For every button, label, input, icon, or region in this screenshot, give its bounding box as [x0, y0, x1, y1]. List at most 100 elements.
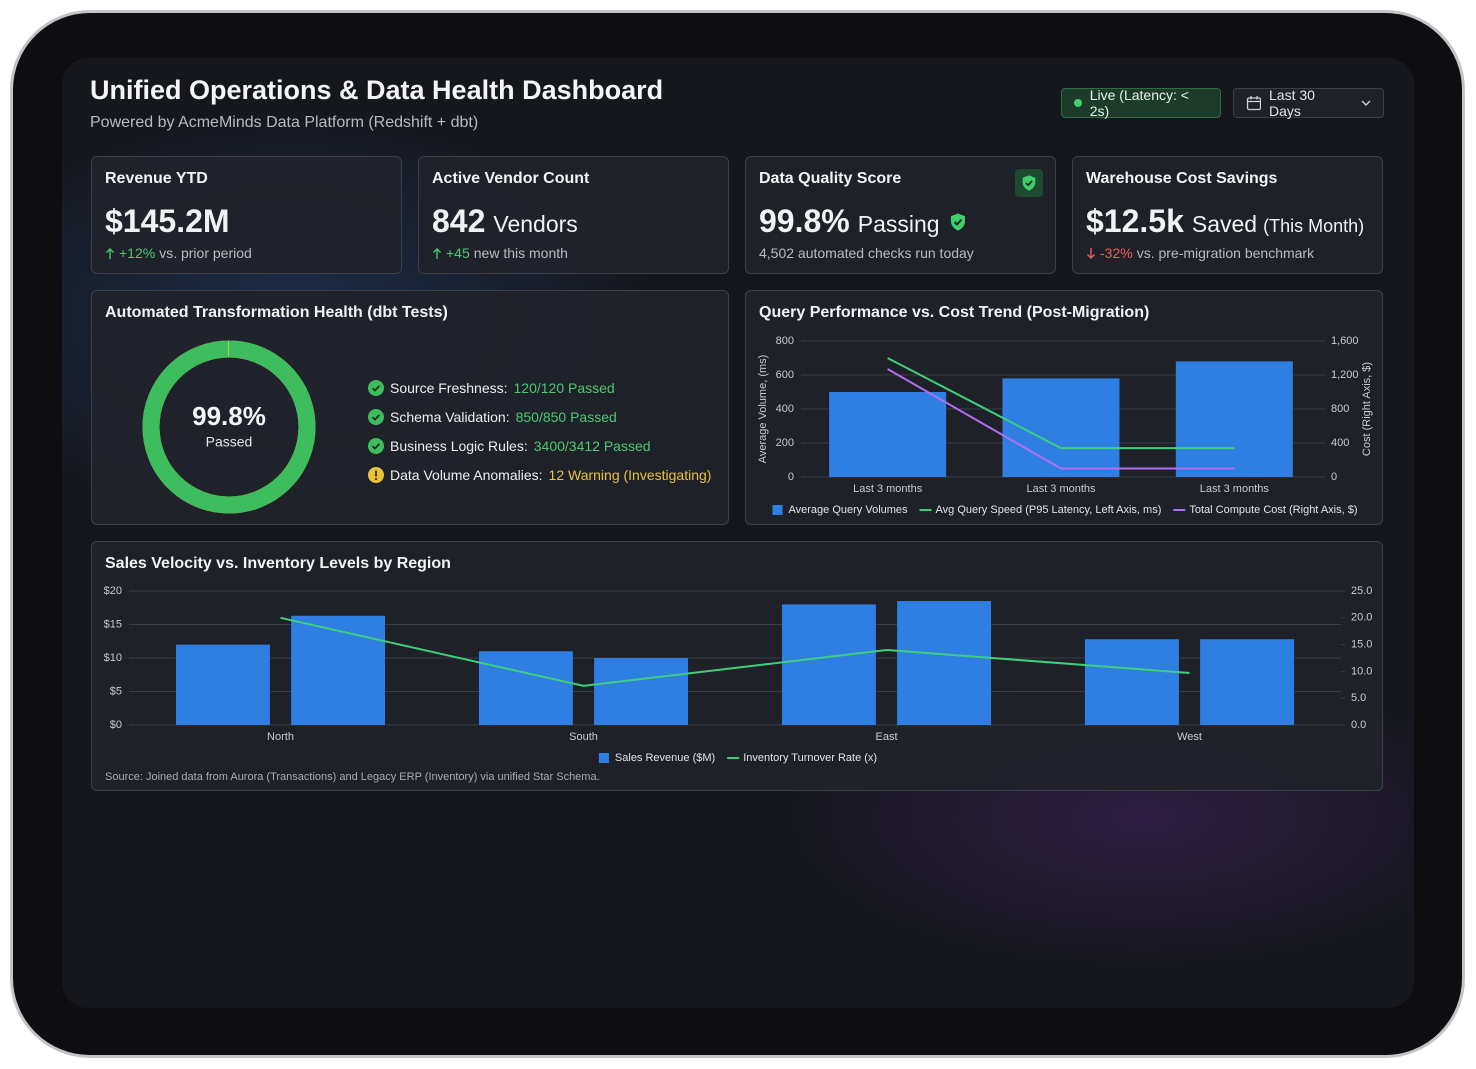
trend-arrow — [433, 247, 441, 259]
verified-badge — [950, 213, 965, 230]
exclaim-dot — [374, 477, 378, 480]
kpi-detail: +45 new this month — [432, 245, 568, 261]
arrow-shape — [1087, 247, 1095, 259]
panel-title: Query Performance vs. Cost Trend (Post-M… — [759, 304, 1150, 321]
legend-label: Average Query Volumes — [789, 504, 909, 516]
check-shape — [1025, 180, 1033, 187]
y2-tick-label: 0 — [1331, 471, 1337, 483]
kpi-card: Data Quality Score 99.8% Passing 4,502 auto… — [745, 156, 1056, 274]
status-circle — [368, 379, 384, 396]
verified-icon — [1015, 169, 1043, 197]
kpi-card: Revenue YTD $145.2M +12% vs. prior period — [91, 156, 402, 274]
trend-arrow — [1087, 247, 1095, 259]
check-shape — [371, 413, 381, 421]
x-tick-label: Last 3 months — [1200, 483, 1270, 495]
y2-tick-label: 15.0 — [1351, 639, 1372, 651]
kpi-title: Data Quality Score — [759, 170, 902, 187]
check-item: Data Volume Anomalies: 12 Warning (Invest… — [368, 460, 711, 489]
check-result: 12 Warning (Investigating) — [548, 466, 712, 483]
y-tick-label: $5 — [110, 685, 122, 697]
sales-chart: $0 $5 $10 $15 $20 0.0 5.0 10.0 15.0 20.0 25.0 North… — [104, 585, 1373, 764]
kpi-title: Active Vendor Count — [432, 170, 590, 187]
bar — [291, 615, 386, 725]
legend-label: Sales Revenue ($M) — [615, 752, 715, 764]
live-status[interactable]: Live (Latency: < 2s) — [1061, 87, 1221, 119]
y-tick-label: 200 — [776, 437, 794, 449]
line-series — [887, 368, 1235, 470]
check-item: Source Freshness: 120/120 Passed — [368, 373, 711, 402]
check-shape — [371, 442, 381, 450]
status-icon — [368, 408, 384, 425]
x-tick-label: East — [875, 731, 897, 743]
arrow-shape — [433, 247, 441, 259]
check-result: 850/850 Passed — [515, 408, 617, 425]
kpi-card: Warehouse Cost Savings $12.5k Saved (This M… — [1072, 156, 1383, 274]
kpi-value-row: $145.2M — [105, 203, 230, 240]
kpi-title: Revenue YTD — [105, 170, 208, 187]
kpi-value: $145.2M — [105, 203, 230, 239]
legend-label: Total Compute Cost (Right Axis, $) — [1189, 504, 1357, 516]
date-range-picker[interactable]: Last 30 Days — [1233, 87, 1384, 119]
kpi-unit: Passing — [857, 211, 940, 237]
status-icon — [368, 466, 384, 483]
check-label: Source Freshness: — [390, 379, 508, 396]
y-tick-label: 0 — [788, 471, 794, 483]
kpi-value-row: 99.8% Passing — [759, 203, 968, 240]
kpi-detail: -32% vs. pre-migration benchmark — [1086, 245, 1314, 261]
date-range-text: Last 30 Days — [1269, 87, 1315, 119]
dashboard-subtitle: Powered by AcmeMinds Data Platform (Reds… — [90, 114, 479, 131]
y-tick-label: $15 — [104, 618, 122, 630]
chevron-icon — [1361, 100, 1371, 106]
status-circle — [368, 437, 384, 454]
kpi-delta: +12% — [119, 245, 156, 261]
status-icon — [368, 379, 384, 396]
bar — [478, 651, 573, 725]
y2-tick-label: 800 — [1331, 403, 1349, 415]
check-label: Business Logic Rules: — [390, 437, 528, 454]
kpi-delta: +45 — [446, 245, 470, 261]
y2-tick-label: 1,200 — [1331, 369, 1359, 381]
x-tick-label: Last 3 months — [1026, 483, 1096, 495]
legend-swatch — [772, 505, 783, 515]
y-axis-title: Average Volume, (ms) — [757, 355, 769, 464]
y2-tick-label: 10.0 — [1351, 665, 1372, 677]
check-label: Data Volume Anomalies: — [390, 466, 543, 483]
source-note: Source: Joined data from Aurora (Transac… — [105, 771, 600, 783]
kpi-delta-text: vs. prior period — [159, 245, 252, 261]
legend-label: Inventory Turnover Rate (x) — [743, 752, 877, 764]
bar — [1175, 361, 1293, 477]
kpi-unit: Saved — [1191, 211, 1258, 237]
status-icon — [368, 437, 384, 454]
y2-tick-label: 20.0 — [1351, 612, 1372, 624]
sales-panel: Sales Velocity vs. Inventory Levels by R… — [91, 541, 1383, 791]
line-series — [887, 357, 1235, 450]
legend: Sales Revenue ($M) Inventory Turnover Rat… — [598, 752, 877, 764]
panel-title: Automated Transformation Health (dbt Tes… — [105, 304, 448, 321]
check-shape — [371, 384, 381, 392]
donut-arc — [142, 340, 316, 514]
y-tick-label: 800 — [776, 335, 794, 347]
bar — [897, 601, 992, 725]
y-tick-label: 600 — [776, 369, 794, 381]
kpi-delta: -32% — [1100, 245, 1133, 261]
kpi-value: $12.5k — [1086, 203, 1184, 239]
kpi-delta-text: vs. pre-migration benchmark — [1136, 245, 1315, 261]
y2-tick-label: 0.0 — [1351, 719, 1366, 731]
kpi-qualifier: (This Month) — [1263, 216, 1365, 236]
y-tick-label: $20 — [104, 585, 122, 597]
check-item: Schema Validation: 850/850 Passed — [368, 402, 711, 431]
status-dot — [1074, 99, 1082, 107]
x-tick-label: South — [569, 731, 598, 743]
query-panel: Query Performance vs. Cost Trend (Post-M… — [745, 290, 1383, 525]
y2-tick-label: 1,600 — [1331, 335, 1359, 347]
bar — [829, 392, 947, 477]
y-tick-label: 400 — [776, 403, 794, 415]
bar — [1200, 639, 1295, 725]
x-tick-label: West — [1177, 731, 1202, 743]
bar — [781, 604, 876, 725]
check-result: 120/120 Passed — [513, 379, 615, 396]
check-list: Source Freshness: 120/120 Passed Schema Va… — [368, 373, 711, 489]
kpi-value-row: $12.5k Saved (This Month) — [1086, 203, 1364, 240]
calendar-icon — [1246, 96, 1262, 111]
